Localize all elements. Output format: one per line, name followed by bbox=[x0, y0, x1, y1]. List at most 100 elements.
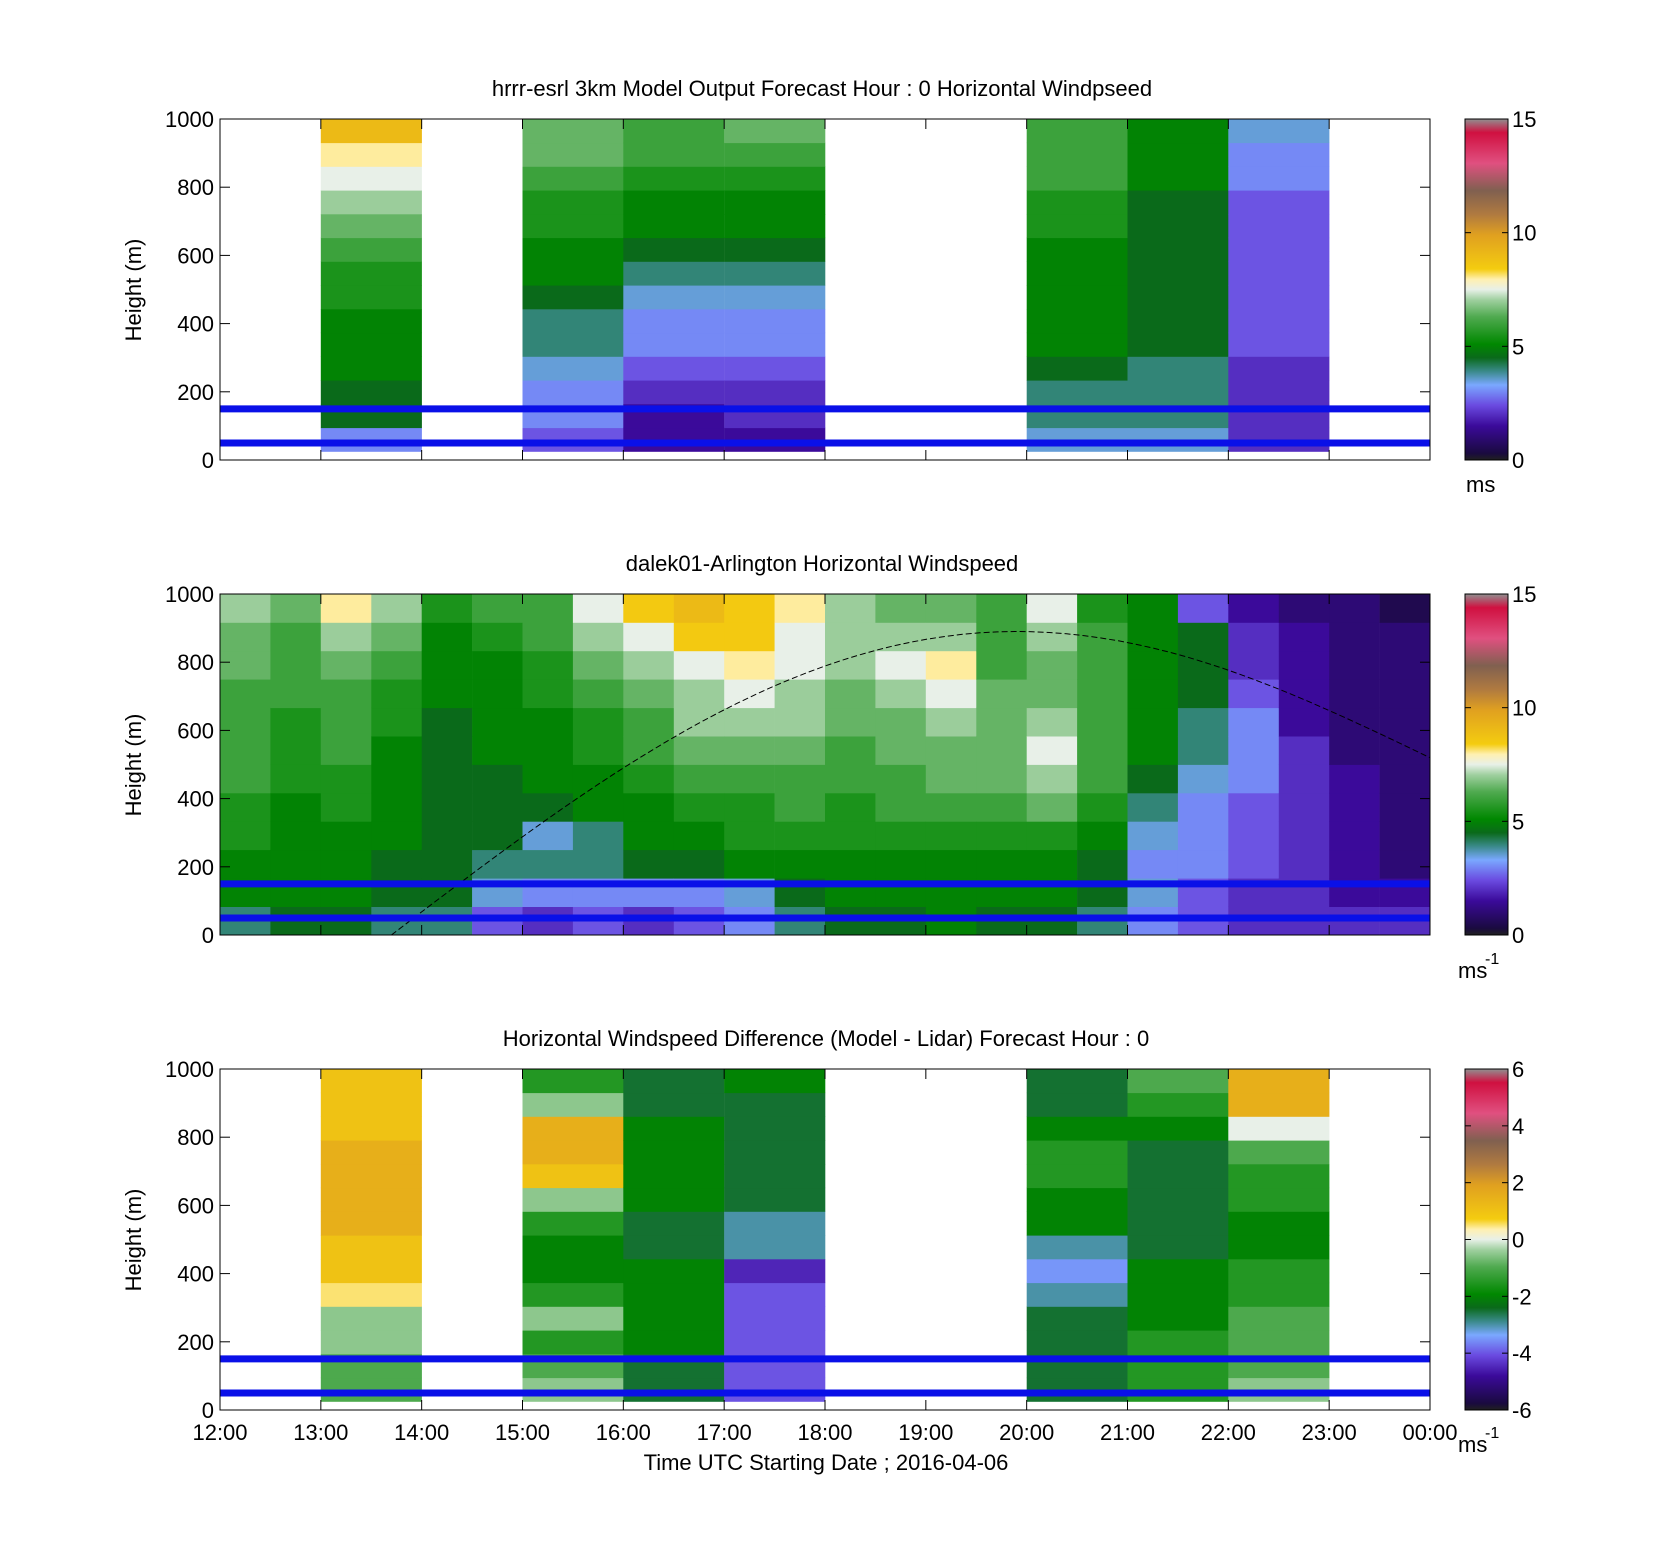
panel-model-colorbar-bar bbox=[1464, 118, 1509, 461]
heatmap-cell bbox=[1329, 622, 1380, 652]
heatmap-cell bbox=[1127, 1164, 1229, 1189]
heatmap-cell bbox=[673, 594, 725, 623]
heatmap-cell bbox=[1228, 622, 1279, 652]
heatmap-cell bbox=[522, 380, 624, 405]
panel-lidar-colorbar-bar bbox=[1464, 593, 1509, 936]
heatmap-cell bbox=[421, 792, 473, 822]
y-tick-label: 400 bbox=[177, 312, 214, 337]
heatmap-cell bbox=[623, 190, 725, 215]
heatmap-cell bbox=[724, 119, 826, 144]
heatmap-cell bbox=[724, 190, 826, 215]
heatmap-cell bbox=[220, 764, 271, 794]
heatmap-cell bbox=[976, 764, 1027, 794]
heatmap-cell bbox=[1228, 1330, 1330, 1355]
panel-model-cells bbox=[320, 119, 1330, 452]
x-tick-label: 17:00 bbox=[697, 1420, 752, 1445]
heatmap-cell bbox=[522, 214, 624, 239]
heatmap-cell bbox=[1127, 707, 1179, 737]
heatmap-cell bbox=[522, 356, 624, 381]
heatmap-cell bbox=[1026, 736, 1078, 765]
heatmap-cell bbox=[925, 764, 977, 794]
heatmap-cell bbox=[724, 1259, 826, 1284]
heatmap-cell bbox=[1177, 736, 1229, 765]
heatmap-cell bbox=[1127, 190, 1229, 215]
heatmap-cell bbox=[724, 679, 775, 709]
panel-model-y-label: Height (m) bbox=[121, 239, 146, 342]
heatmap-cell bbox=[623, 332, 725, 357]
panel-difference-colorbar-unit: ms bbox=[1458, 1432, 1487, 1457]
heatmap-cell bbox=[1026, 1235, 1128, 1260]
heatmap-cell bbox=[320, 380, 422, 405]
heatmap-cell bbox=[1228, 285, 1330, 310]
heatmap-cell bbox=[270, 849, 322, 879]
heatmap-cell bbox=[825, 594, 876, 623]
heatmap-cell bbox=[1127, 622, 1179, 652]
heatmap-cell bbox=[623, 1140, 725, 1165]
heatmap-cell bbox=[673, 849, 725, 879]
heatmap-cell bbox=[623, 119, 725, 144]
heatmap-cell bbox=[875, 736, 927, 765]
heatmap-cell bbox=[1228, 594, 1279, 623]
heatmap-cell bbox=[1077, 764, 1128, 794]
heatmap-cell bbox=[371, 821, 422, 851]
heatmap-cell bbox=[1228, 1235, 1330, 1260]
panel-model-colorbar-unit: ms bbox=[1466, 472, 1495, 497]
heatmap-cell bbox=[320, 119, 422, 144]
heatmap-cell bbox=[1329, 650, 1380, 680]
heatmap-cell bbox=[825, 792, 876, 822]
y-tick-label: 200 bbox=[177, 1330, 214, 1355]
heatmap-cell bbox=[220, 707, 271, 737]
heatmap-cell bbox=[1228, 1211, 1330, 1236]
heatmap-cell bbox=[623, 1330, 725, 1355]
heatmap-cell bbox=[875, 707, 927, 737]
heatmap-cell bbox=[1026, 650, 1078, 680]
heatmap-cell bbox=[1228, 736, 1279, 765]
heatmap-cell bbox=[1278, 764, 1330, 794]
panel-model-title: hrrr-esrl 3km Model Output Forecast Hour… bbox=[492, 76, 1152, 101]
heatmap-cell bbox=[522, 1306, 624, 1331]
heatmap-cell bbox=[371, 679, 422, 709]
heatmap-cell bbox=[724, 1092, 826, 1117]
heatmap-cell bbox=[1379, 736, 1431, 765]
heatmap-cell bbox=[320, 1187, 422, 1212]
heatmap-cell bbox=[724, 1282, 826, 1307]
y-tick-label: 600 bbox=[177, 243, 214, 268]
heatmap-cell bbox=[724, 650, 775, 680]
x-tick-label: 15:00 bbox=[495, 1420, 550, 1445]
heatmap-cell bbox=[1026, 237, 1128, 262]
x-tick-label: 14:00 bbox=[394, 1420, 449, 1445]
x-tick-label: 23:00 bbox=[1302, 1420, 1357, 1445]
heatmap-cell bbox=[623, 849, 674, 879]
heatmap-cell bbox=[623, 594, 674, 623]
heatmap-cell bbox=[1127, 792, 1179, 822]
heatmap-cell bbox=[1228, 1069, 1330, 1094]
heatmap-cell bbox=[320, 1164, 422, 1189]
heatmap-cell bbox=[724, 707, 775, 737]
heatmap-cell bbox=[1026, 622, 1078, 652]
y-tick-label: 200 bbox=[177, 380, 214, 405]
heatmap-cell bbox=[976, 622, 1027, 652]
heatmap-cell bbox=[623, 309, 725, 334]
heatmap-cell bbox=[522, 707, 574, 737]
heatmap-cell bbox=[421, 650, 473, 680]
heatmap-cell bbox=[220, 679, 271, 709]
heatmap-cell bbox=[623, 285, 725, 310]
colorbar-tick-label: 0 bbox=[1512, 1228, 1524, 1253]
heatmap-cell bbox=[1026, 190, 1128, 215]
heatmap-cell bbox=[1026, 821, 1078, 851]
heatmap-cell bbox=[623, 1282, 725, 1307]
panel-lidar-colorbar-ticks: 0 5 10 15 bbox=[1465, 582, 1536, 948]
x-tick-label: 22:00 bbox=[1201, 1420, 1256, 1445]
heatmap-cell bbox=[1278, 622, 1330, 652]
heatmap-cell bbox=[371, 736, 422, 765]
heatmap-cell bbox=[623, 142, 725, 167]
heatmap-cell bbox=[724, 332, 826, 357]
heatmap-cell bbox=[774, 849, 826, 879]
heatmap-cell bbox=[1127, 1092, 1229, 1117]
heatmap-cell bbox=[976, 821, 1027, 851]
heatmap-cell bbox=[1127, 1259, 1229, 1284]
heatmap-cell bbox=[572, 849, 624, 879]
x-tick-label: 19:00 bbox=[898, 1420, 953, 1445]
heatmap-cell bbox=[774, 792, 826, 822]
